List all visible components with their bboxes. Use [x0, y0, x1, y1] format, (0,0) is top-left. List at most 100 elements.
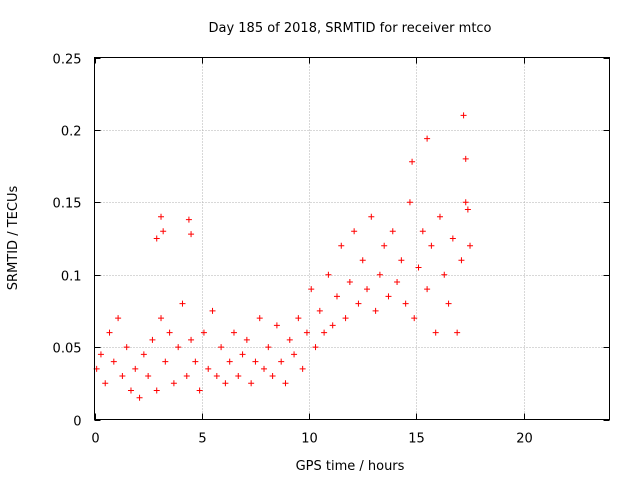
data-points: [93, 112, 474, 401]
data-point: [325, 271, 332, 278]
x-tick-label: 5: [198, 432, 206, 447]
data-point: [160, 228, 167, 235]
y-axis-label: SRMTID / TECUs: [6, 186, 21, 291]
data-point: [415, 264, 422, 271]
data-point: [398, 257, 405, 264]
data-point: [359, 257, 366, 264]
data-point: [162, 358, 169, 365]
data-point: [265, 344, 272, 351]
data-point: [175, 344, 182, 351]
data-point: [102, 380, 109, 387]
data-point: [299, 365, 306, 372]
x-axis-label: GPS time / hours: [296, 459, 405, 474]
x-tick-label: 15: [408, 432, 425, 447]
data-point: [192, 358, 199, 365]
grid-lines: [94, 57, 610, 420]
data-point: [185, 216, 192, 223]
data-point: [145, 373, 152, 380]
data-point: [411, 315, 418, 322]
data-point: [419, 228, 426, 235]
data-point: [312, 344, 319, 351]
data-point: [256, 315, 263, 322]
data-point: [106, 329, 113, 336]
data-point: [218, 344, 225, 351]
data-point: [170, 380, 177, 387]
data-point: [432, 329, 439, 336]
data-point: [346, 278, 353, 285]
data-point: [428, 242, 435, 249]
data-point: [188, 336, 195, 343]
y-tick-label: 0.2: [61, 125, 82, 140]
data-point: [460, 112, 467, 119]
data-point: [200, 329, 207, 336]
y-tick-label: 0.05: [53, 342, 82, 357]
data-point: [376, 271, 383, 278]
data-point: [364, 286, 371, 293]
data-point: [355, 300, 362, 307]
data-point: [110, 358, 117, 365]
data-point: [351, 228, 358, 235]
axis-ticks: 0 5 10 15 20 0 0.05 0.1 0.15 0.2 0.25: [53, 53, 610, 447]
data-point: [338, 242, 345, 249]
data-point: [235, 373, 242, 380]
data-point: [132, 365, 139, 372]
data-point: [261, 365, 268, 372]
data-point: [464, 206, 471, 213]
data-point: [123, 344, 130, 351]
data-point: [436, 213, 443, 220]
data-point: [441, 271, 448, 278]
data-point: [321, 329, 328, 336]
data-point: [454, 329, 461, 336]
data-point: [385, 293, 392, 300]
x-tick-label: 20: [516, 432, 533, 447]
x-tick-label: 0: [91, 432, 99, 447]
data-point: [402, 300, 409, 307]
data-point: [179, 300, 186, 307]
data-point: [188, 231, 195, 238]
data-point: [226, 358, 233, 365]
data-point: [196, 387, 203, 394]
data-point: [183, 373, 190, 380]
data-point: [149, 336, 156, 343]
data-point: [291, 351, 298, 358]
data-point: [127, 387, 134, 394]
x-tick-label: 10: [301, 432, 318, 447]
data-point: [97, 351, 104, 358]
data-point: [342, 315, 349, 322]
data-point: [209, 307, 216, 314]
data-point: [409, 158, 416, 165]
data-point: [278, 358, 285, 365]
data-point: [273, 322, 280, 329]
data-point: [239, 351, 246, 358]
data-point: [282, 380, 289, 387]
data-point: [115, 315, 122, 322]
y-tick-label: 0.15: [53, 197, 82, 212]
data-point: [230, 329, 237, 336]
data-point: [333, 293, 340, 300]
data-point: [368, 213, 375, 220]
chart-title: Day 185 of 2018, SRMTID for receiver mtc…: [208, 21, 491, 36]
data-point: [136, 394, 143, 401]
data-point: [166, 329, 173, 336]
y-tick-label: 0.1: [61, 270, 82, 285]
data-point: [153, 387, 160, 394]
data-point: [406, 199, 413, 206]
data-point: [140, 351, 147, 358]
data-point: [381, 242, 388, 249]
data-point: [329, 322, 336, 329]
data-point: [222, 380, 229, 387]
data-point: [424, 286, 431, 293]
data-point: [295, 315, 302, 322]
data-point: [119, 373, 126, 380]
data-point: [316, 307, 323, 314]
data-point: [445, 300, 452, 307]
data-point: [205, 365, 212, 372]
data-point: [394, 278, 401, 285]
data-point: [424, 135, 431, 142]
data-point: [243, 336, 250, 343]
data-point: [153, 235, 160, 242]
data-point: [467, 242, 474, 249]
data-point: [308, 286, 315, 293]
data-point: [286, 336, 293, 343]
